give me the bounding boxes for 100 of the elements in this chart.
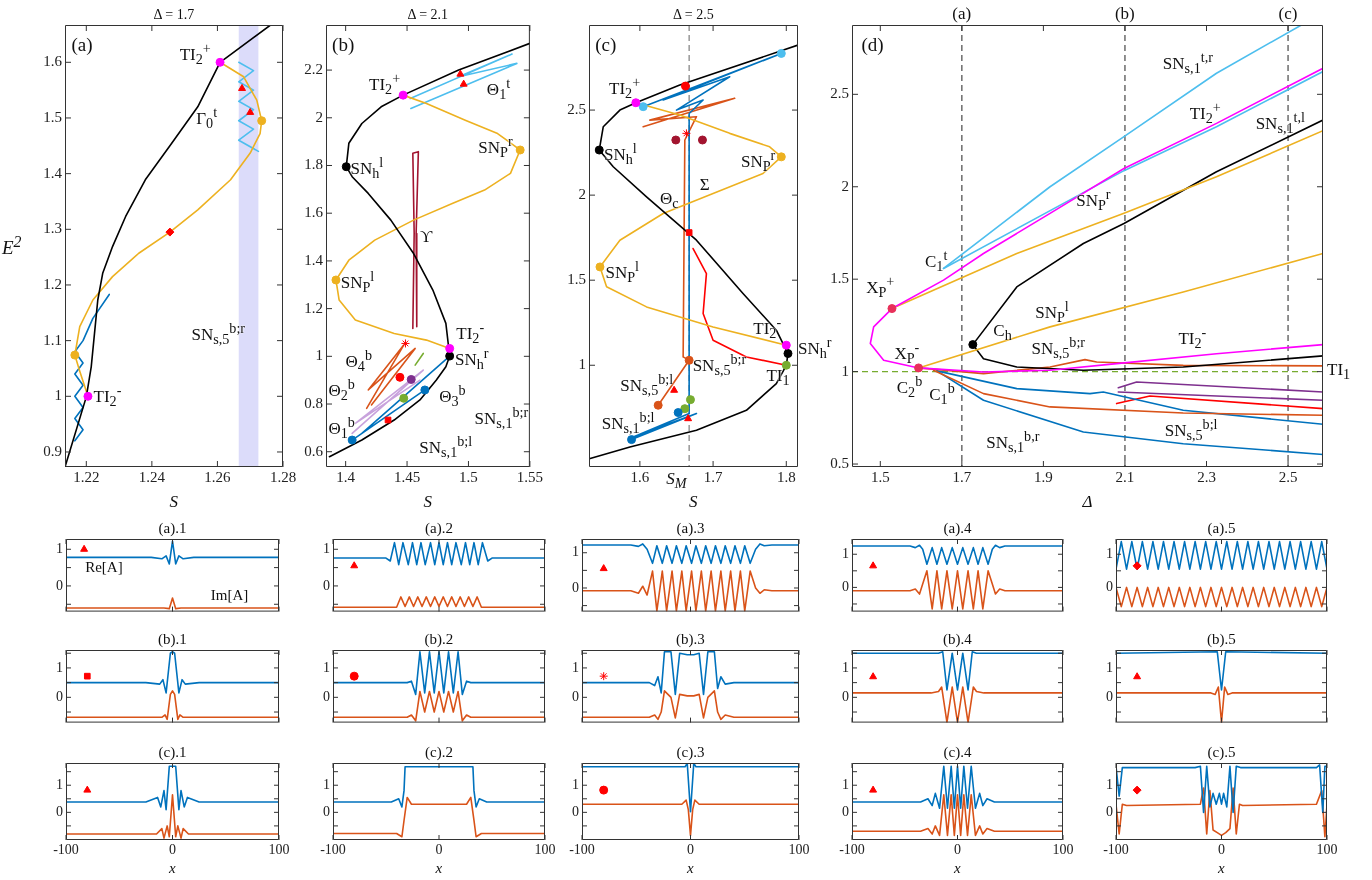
y-tick-label: 1.1 [43,331,62,348]
y-tick-label: 1 [572,776,579,792]
y-tick-label: 1 [54,387,62,404]
y-tick-label: 0 [842,804,849,820]
chart-title: Δ = 2.5 [673,7,714,23]
chart-title: (b).4 [943,631,972,648]
x-axis-title: S [169,492,178,511]
x-tick-label: 0 [954,842,961,858]
x-tick-label: 1.9 [1034,468,1053,485]
annotation: (a) [71,33,93,55]
chart-title: (b).3 [676,631,705,648]
annotation: Σ [699,175,710,194]
y-tick-label: 1.5 [43,108,62,125]
y-tick-label: 1 [842,776,849,792]
chart-title: (a).4 [943,520,972,537]
x-axis-title: Δ [1082,492,1093,511]
y-tick-label: 0 [1106,804,1113,820]
x-tick-label: -100 [839,842,865,858]
annotation: Θ$_{c}$ [660,188,679,211]
chart-title: (b).5 [1207,631,1236,648]
x-tick-label: 0 [687,842,694,858]
chart-title: (b).1 [158,631,187,648]
annotation: Re[A] [85,558,123,576]
y-tick-label: 1.5 [830,270,849,287]
x-tick-label: 0 [169,842,176,858]
y-tick-label: 0 [56,688,63,704]
x-tick-label: 100 [1052,842,1074,858]
x-tick-label: 1.6 [630,468,650,485]
y-tick-label: 2 [578,186,586,203]
y-axis-title: E$^{2}$ [2,233,22,259]
y-tick-label: 1.5 [567,271,586,288]
x-axis-title: S [423,492,432,511]
y-tick-label: 1.4 [43,164,63,181]
chart-title: (c).3 [676,744,705,761]
y-tick-label: 1 [56,659,63,675]
y-tick-label: 1 [842,545,849,561]
annotation: TI$_{1}$ [766,365,790,389]
chart-title: (a).5 [1207,520,1236,537]
x-tick-label: 1.45 [393,468,421,485]
y-tick-label: 1.2 [43,275,62,292]
x-tick-label: -100 [569,842,595,858]
y-tick-label: 1.8 [304,156,323,173]
chart-title: (c).1 [158,744,187,761]
x-tick-label: 2.5 [1278,468,1298,485]
x-tick-label: 2.1 [1115,468,1135,485]
x-tick-label: 1.7 [703,468,723,485]
annotation: (c) [595,33,617,55]
y-tick-label: 1 [56,776,63,792]
y-tick-label: 1 [323,540,330,556]
y-tick-label: 1 [841,362,849,379]
x-axis-title: x [687,860,694,877]
y-tick-label: 0 [323,688,330,704]
y-tick-label: 1 [1106,776,1113,792]
chart-title: (c).5 [1207,744,1236,761]
y-tick-label: 1.6 [304,204,324,221]
y-tick-label: 1.6 [43,53,63,70]
y-tick-label: 0.8 [304,394,323,411]
y-tick-label: 0 [323,577,330,593]
x-tick-label: 100 [1316,842,1338,858]
y-tick-label: 1.3 [43,220,62,237]
y-tick-label: 0 [56,804,63,820]
x-tick-label: 1.7 [952,468,972,485]
y-tick-label: 1 [1106,545,1113,561]
x-tick-label: 100 [268,842,290,858]
ref-line-label: (c) [1278,4,1298,23]
x-tick-label: 1.26 [204,468,232,485]
ref-line-label: S$_{M}$ [666,469,687,492]
y-tick-label: 0.9 [43,442,62,459]
y-tick-label: 1 [323,659,330,675]
x-tick-label: 100 [534,842,556,858]
y-tick-label: 0.5 [830,454,849,471]
annotation: ϒ [419,227,433,247]
x-tick-label: 1.8 [776,468,796,485]
ref-line-label: (a) [952,4,972,23]
x-axis-title: x [169,860,176,877]
y-tick-label: 1 [842,659,849,675]
y-tick-label: 0 [842,688,849,704]
y-tick-label: 2 [841,177,849,194]
y-tick-label: 0 [56,577,63,593]
y-tick-label: 1 [56,540,63,556]
chart-title: (c).2 [425,744,453,761]
y-tick-label: 0 [1106,688,1113,704]
x-tick-label: 100 [788,842,810,858]
x-axis-title: x [1218,860,1225,877]
chart-title: Δ = 1.7 [153,7,195,23]
x-tick-label: 0 [435,842,443,858]
y-tick-label: 0 [572,804,579,820]
y-tick-label: 1 [1106,659,1113,675]
y-tick-label: 2 [315,108,323,125]
ref-line-label: (b) [1114,4,1135,23]
x-tick-label: 1.22 [73,468,100,485]
x-tick-label: 1.55 [516,468,543,485]
chart-title: (a).1 [158,520,187,537]
annotation: Im[A] [210,586,249,604]
y-tick-label: 1.4 [304,251,324,268]
y-tick-label: 1 [578,356,586,373]
x-tick-label: 1.5 [459,468,478,485]
y-tick-label: 1 [572,544,579,560]
ref-line-label: TI$_{1}$ [1327,360,1351,383]
chart-title: (a).3 [676,520,705,537]
